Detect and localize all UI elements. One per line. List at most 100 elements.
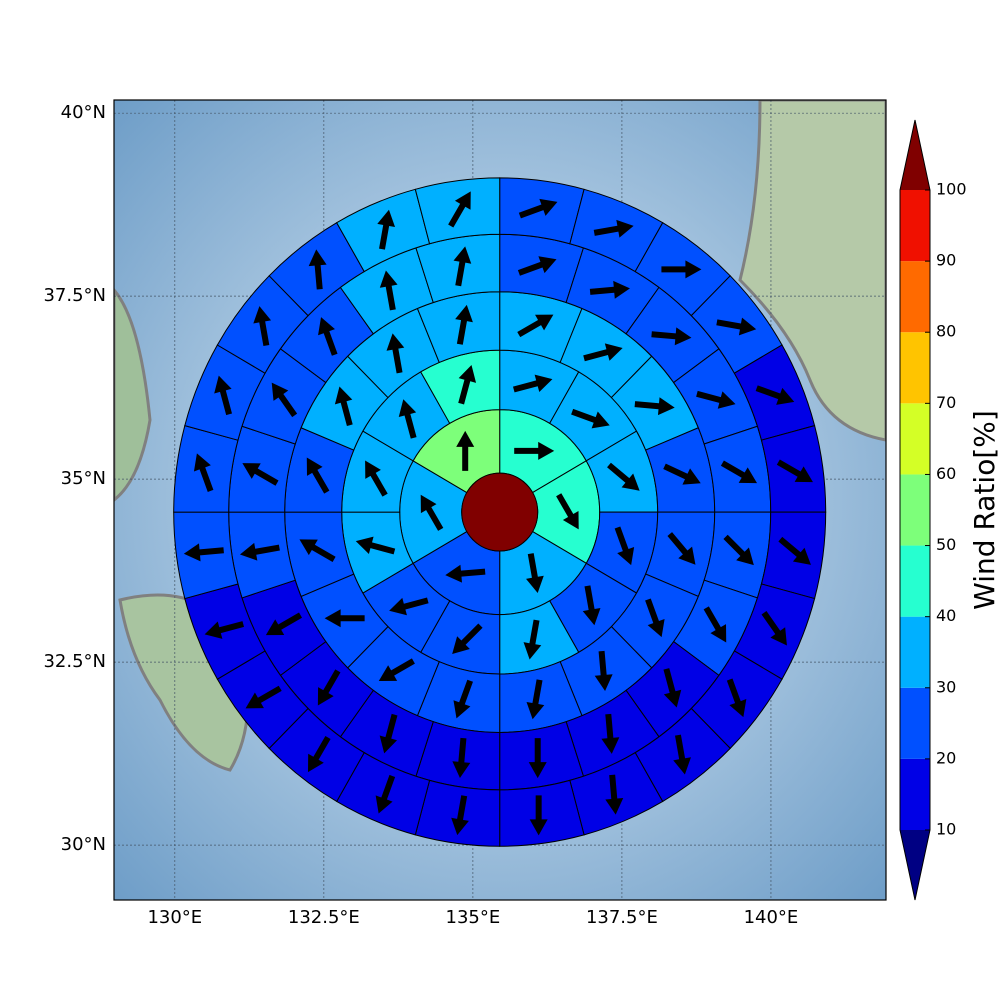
wind-arrow: [299, 539, 336, 562]
wind-arrow: [661, 260, 702, 279]
wind-arrow: [389, 597, 429, 616]
colorbar-bin: [900, 403, 930, 475]
wind-arrow: [183, 543, 224, 562]
wind-arrow: [420, 494, 444, 531]
colorbar-bin: [900, 261, 930, 333]
wind-arrow: [723, 534, 754, 566]
wind-arrow: [378, 658, 415, 682]
sector: [173, 424, 239, 513]
wind-arrow: [601, 713, 620, 754]
wind-arrow: [265, 612, 303, 636]
wind-arrow: [455, 304, 473, 345]
arrows: [183, 191, 813, 836]
sector: [414, 779, 501, 847]
wind-arrow: [776, 459, 813, 483]
colorbar: 10 20 30 40 50 60 70 80 90 100: [899, 119, 967, 901]
wind-arrow: [214, 375, 232, 416]
wind-arrow: [324, 609, 365, 628]
wind-arrow: [453, 679, 473, 719]
wind-arrow: [518, 198, 558, 219]
y-tick-label: 32.5°N: [43, 651, 106, 672]
sector: [499, 779, 585, 847]
wind-arrow: [517, 314, 554, 338]
wind-arrow: [204, 621, 245, 639]
wind-arrow: [386, 333, 405, 374]
sector: [173, 511, 239, 600]
wind-arrow: [307, 735, 331, 773]
wind-arrow: [365, 460, 388, 497]
wind-arrow: [594, 650, 613, 691]
wind-arrow: [456, 430, 475, 471]
colorbar-bin: [900, 190, 930, 262]
wind-arrow: [726, 678, 747, 718]
wind-arrow: [720, 460, 758, 484]
wind-arrow: [523, 619, 542, 660]
wind-arrow: [317, 669, 341, 706]
wind-arrow: [318, 317, 338, 356]
colorbar-tick-label: 100: [936, 180, 967, 199]
wind-arrow: [703, 606, 727, 643]
wind-arrow: [193, 453, 214, 492]
colorbar-bin: [900, 332, 930, 404]
wind-arrow: [607, 462, 640, 491]
wind-arrow: [239, 542, 280, 561]
wind-arrow: [355, 536, 396, 555]
wind-arrow: [452, 623, 483, 654]
colorbar-bin: [900, 545, 930, 617]
wind-arrow: [583, 343, 623, 362]
wind-arrow: [253, 306, 272, 347]
wind-arrow: [663, 463, 701, 485]
wind-arrow: [556, 493, 579, 530]
wind-arrow: [398, 399, 417, 439]
wind-arrow: [452, 737, 471, 779]
wind-arrow: [571, 408, 610, 429]
colorbar-tick-label: 90: [936, 251, 956, 270]
colorbar-tick-label: 80: [936, 322, 956, 341]
wind-arrow: [379, 270, 398, 311]
wind-arrow: [778, 536, 811, 565]
wind-arrow: [696, 390, 736, 409]
wind-arrow: [605, 774, 624, 815]
wind-arrow: [514, 441, 555, 460]
wind-arrow: [663, 668, 682, 708]
colorbar-under: [900, 830, 930, 900]
wind-arrow: [242, 463, 279, 486]
wind-arrow: [667, 532, 696, 565]
wind-arrow: [761, 611, 787, 646]
wind-arrow: [528, 738, 547, 779]
colorbar-tick-label: 40: [936, 606, 956, 625]
wind-arrow: [673, 734, 691, 775]
wind-arrow: [451, 795, 469, 836]
wind-arrow: [379, 713, 398, 754]
wind-arrow: [582, 585, 601, 626]
colorbar-tick-label: 70: [936, 393, 956, 412]
wind-arrow: [634, 397, 675, 416]
y-tick-label: 40°N: [61, 102, 106, 123]
x-tick-label: 130°E: [147, 907, 202, 928]
colorbar-bin: [900, 758, 930, 830]
wind-arrow: [453, 246, 472, 287]
colorbar-tick-label: 20: [936, 748, 956, 767]
colorbar-bin: [900, 474, 930, 546]
wind-arrow: [526, 553, 544, 594]
x-tick-label: 135°E: [446, 907, 501, 928]
y-tick-label: 30°N: [61, 834, 106, 855]
wind-arrow: [445, 564, 486, 583]
colorbar-label: Wind Ratio[%]: [968, 410, 1000, 610]
center-disc: [461, 472, 539, 552]
wind-arrow: [245, 685, 282, 709]
x-tick-label: 132.5°E: [288, 907, 360, 928]
wind-arrow: [529, 795, 548, 836]
wind-arrow: [526, 679, 545, 720]
colorbar-tick-label: 60: [936, 464, 956, 483]
wind-arrow: [448, 191, 471, 228]
colorbar-over: [900, 120, 930, 190]
x-tick-label: 140°E: [744, 907, 799, 928]
wind-arrow: [375, 774, 396, 814]
y-tick-label: 35°N: [61, 468, 106, 489]
wind-arrow: [512, 374, 553, 393]
wind-arrow: [716, 317, 757, 336]
wind-arrow: [614, 526, 635, 566]
wind-arrow: [755, 385, 795, 405]
